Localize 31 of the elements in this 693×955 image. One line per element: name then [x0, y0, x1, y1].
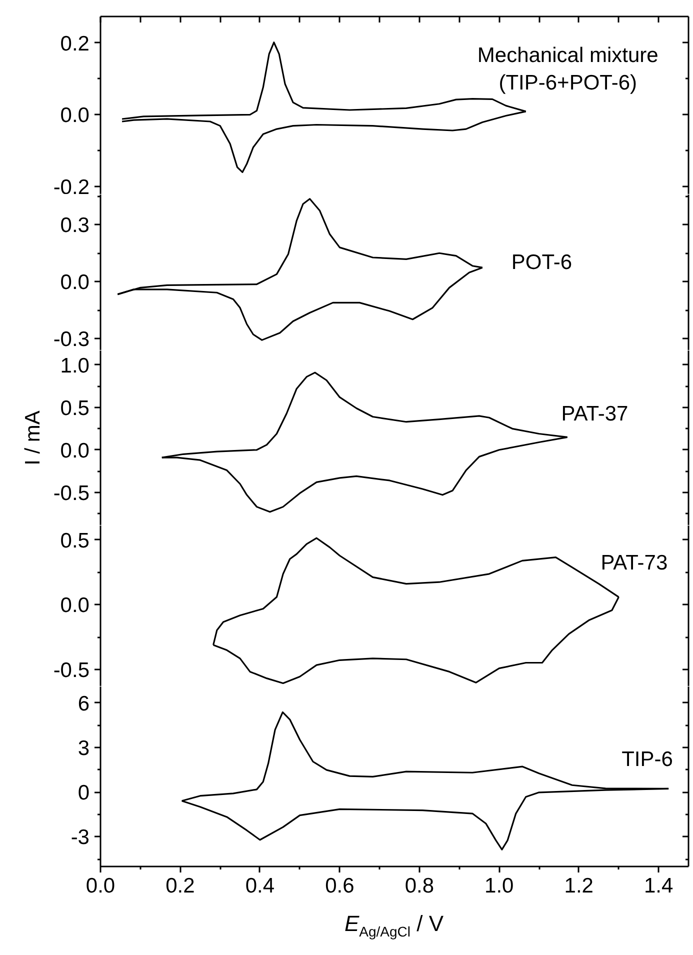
- y-tick-label: 0.5: [60, 396, 90, 420]
- y-tick-label: 0.0: [60, 594, 90, 618]
- y-tick-label: 3: [78, 736, 90, 760]
- x-tick-label: 1.0: [484, 874, 514, 898]
- y-tick-label: 6: [78, 692, 90, 716]
- y-tick-label: -0.5: [53, 482, 90, 505]
- x-tick-label: 0.2: [166, 874, 195, 898]
- x-tick-label: 1.4: [644, 874, 674, 898]
- y-tick-label: 1.0: [60, 354, 90, 378]
- legend-label: PAT-73: [600, 552, 668, 575]
- legend-label: Mechanical mixture (TIP-6+POT-6): [477, 44, 658, 95]
- y-tick-label: -3: [70, 826, 90, 850]
- y-tick-label: 0.3: [60, 214, 90, 238]
- y-tick-label: 0.0: [60, 104, 90, 128]
- y-tick-label: 0.5: [60, 529, 90, 552]
- y-tick-label: -0.3: [53, 328, 90, 352]
- x-tick-label: 0.6: [325, 874, 354, 898]
- y-tick-label: 0.0: [60, 439, 90, 462]
- y-axis-title: I / mA: [21, 410, 44, 466]
- series-label: PAT-37: [561, 402, 628, 426]
- y-tick-label: -0.2: [53, 176, 90, 200]
- x-tick-label: 1.2: [564, 874, 594, 898]
- y-tick-label: 0.0: [60, 271, 90, 294]
- x-tick-label: 0.4: [245, 874, 275, 898]
- x-tick-label: 0.8: [404, 874, 434, 898]
- legend-label: TIP-6: [622, 748, 673, 772]
- y-tick-label: -0.5: [53, 659, 90, 682]
- y-tick-label: 0: [78, 782, 90, 805]
- x-axis-title: E$_{Ag/AgCl}$ / V: [343, 911, 445, 942]
- y-tick-label: 0.2: [60, 32, 90, 56]
- series-label: POT-6: [511, 251, 572, 274]
